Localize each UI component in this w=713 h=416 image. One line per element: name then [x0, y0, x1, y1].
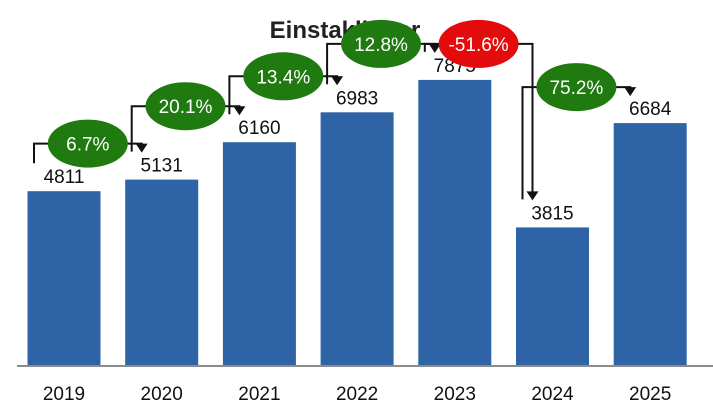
value-label-2025: 6684 [629, 99, 672, 120]
x-tick-label-2025: 2025 [629, 384, 671, 405]
change-arrow-2019-2020 [135, 143, 148, 153]
x-tick-label-2022: 2022 [336, 384, 378, 405]
bar-2021 [222, 142, 296, 366]
x-axis-ticks: 2019 2020 2021 2022 2023 2024 2025 [43, 384, 671, 405]
change-arrow-2020-2021 [233, 106, 246, 116]
bar-2023 [418, 79, 492, 367]
bar-2025 [613, 123, 687, 366]
change-arrow-2022-2023 [428, 43, 441, 53]
x-tick-label-2020: 2020 [141, 384, 183, 405]
change-label-2022-2023: 12.8% [354, 35, 408, 56]
change-bubble-2022-2023 [341, 19, 421, 68]
change-label-2024-2025: 75.2% [549, 78, 603, 99]
change-bubble-2021-2022 [243, 52, 324, 101]
change-bubble-2024-2025 [536, 63, 617, 112]
change-arrow-2023-2024 [526, 191, 539, 201]
x-tick-label-2021: 2021 [238, 384, 280, 405]
change-bubbles-group: 6.7% 20.1% 13.4% 12.8% -51.6% 75.2% [47, 19, 617, 168]
x-tick-label-2023: 2023 [434, 384, 476, 405]
change-label-2020-2021: 20.1% [159, 97, 213, 118]
bar-2019 [27, 191, 101, 366]
value-label-2024: 3815 [531, 203, 573, 224]
change-arrow-2024-2025 [624, 87, 637, 97]
value-label-2019: 4811 [44, 167, 85, 188]
x-tick-label-2024: 2024 [531, 384, 574, 405]
change-connectors-group [33, 42, 637, 201]
value-label-2021: 6160 [238, 118, 280, 139]
bar-2020 [125, 179, 199, 366]
value-label-2020: 5131 [141, 156, 183, 177]
change-bubble-2023-2024 [438, 19, 519, 68]
change-bubble-2020-2021 [145, 82, 226, 131]
change-arrow-2021-2022 [331, 76, 344, 86]
value-label-2022: 6983 [336, 88, 378, 109]
change-label-2019-2020: 6.7% [66, 135, 109, 156]
bar-2022 [320, 112, 394, 366]
change-label-2021-2022: 13.4% [256, 67, 310, 88]
change-label-2023-2024: -51.6% [448, 35, 508, 56]
x-tick-label-2019: 2019 [43, 384, 85, 405]
change-bubble-2019-2020 [47, 119, 128, 168]
bar-2024 [516, 227, 589, 366]
